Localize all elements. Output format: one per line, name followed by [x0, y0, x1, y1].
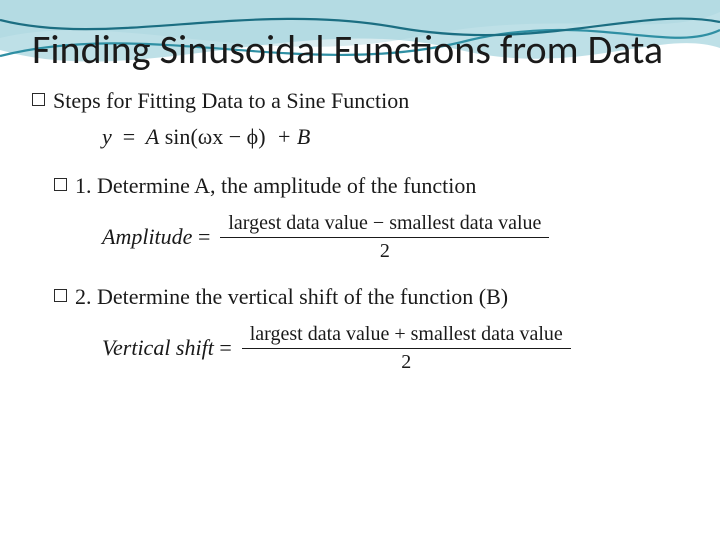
vshift-denominator: 2 [393, 349, 419, 376]
subtitle-row: Steps for Fitting Data to a Sine Functio… [32, 87, 688, 115]
amplitude-lhs: Amplitude = [102, 224, 210, 250]
amplitude-numerator: largest data value − smallest data value [220, 210, 549, 237]
slide-title: Finding Sinusoidal Functions from Data [32, 28, 688, 73]
vshift-fraction: largest data value + smallest data value… [242, 321, 571, 376]
step-1-label: 1. Determine A, the amplitude of the fun… [75, 172, 476, 200]
slide-content: Finding Sinusoidal Functions from Data S… [0, 0, 720, 540]
amplitude-denominator: 2 [372, 238, 398, 265]
subtitle-text: Steps for Fitting Data to a Sine Functio… [53, 87, 409, 115]
step-1-row: 1. Determine A, the amplitude of the fun… [54, 172, 688, 200]
amplitude-formula: Amplitude = largest data value − smalles… [102, 210, 688, 265]
step-2-label: 2. Determine the vertical shift of the f… [75, 283, 508, 311]
vshift-numerator: largest data value + smallest data value [242, 321, 571, 348]
step-2-row: 2. Determine the vertical shift of the f… [54, 283, 688, 311]
bullet-icon [54, 289, 67, 302]
vertical-shift-formula: Vertical shift = largest data value + sm… [102, 321, 688, 376]
bullet-icon [54, 178, 67, 191]
equation-text: y = A sin(ωx − ϕ) + B [102, 124, 310, 150]
vshift-lhs: Vertical shift = [102, 335, 232, 361]
amplitude-fraction: largest data value − smallest data value… [220, 210, 549, 265]
main-equation: y = A sin(ωx − ϕ) + B [102, 124, 688, 150]
bullet-icon [32, 93, 45, 106]
